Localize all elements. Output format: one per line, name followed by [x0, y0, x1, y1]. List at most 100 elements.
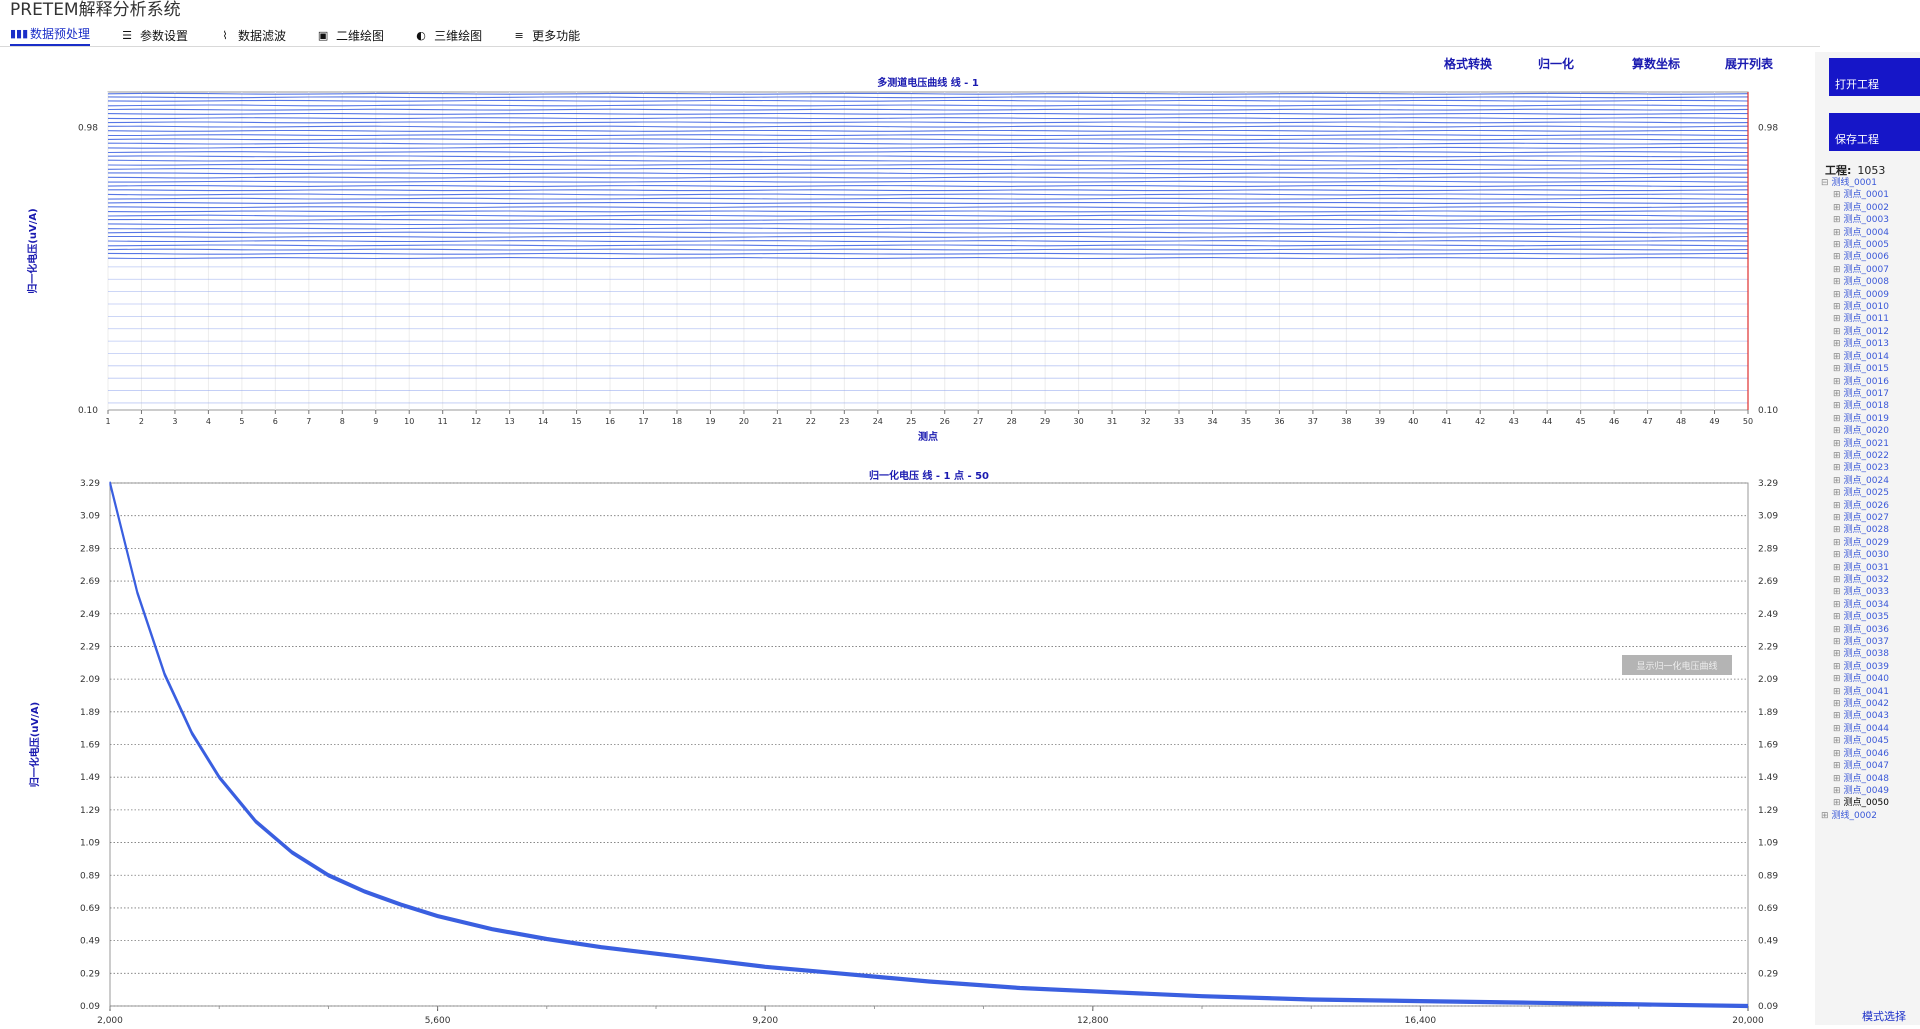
tree-point-item[interactable]: ⊞ 测点_0041 — [1821, 686, 1889, 698]
tree-point-item[interactable]: ⊞ 测点_0040 — [1821, 673, 1889, 685]
tree-point-item[interactable]: ⊞ 测点_0038 — [1821, 648, 1889, 660]
expand-icon: ⊞ — [1833, 364, 1841, 375]
tree-point-item[interactable]: ⊞ 测点_0007 — [1821, 264, 1889, 276]
tree-point-item[interactable]: ⊞ 测点_0002 — [1821, 202, 1889, 214]
tree-point-item[interactable]: ⊞ 测点_0024 — [1821, 475, 1889, 487]
save-project-button[interactable]: 保存工程 — [1829, 113, 1920, 151]
expand-icon: ⊞ — [1833, 723, 1841, 734]
series-line — [107, 96, 1749, 99]
series-line — [107, 248, 1749, 251]
tree-point-item[interactable]: ⊞ 测点_0017 — [1821, 388, 1889, 400]
tree-point-item[interactable]: ⊞ 测点_0047 — [1821, 760, 1889, 772]
tree-point-item[interactable]: ⊞ 测点_0013 — [1821, 338, 1889, 350]
x-tick-label: 2,000 — [97, 1016, 123, 1025]
format-convert-button[interactable]: 格式转换 — [1444, 57, 1493, 71]
project-value: 1053 — [1857, 164, 1886, 177]
arith-coords-button[interactable]: 算数坐标 — [1632, 57, 1681, 71]
line-chart-icon: ⌇ — [222, 28, 228, 42]
tree-point-item[interactable]: ⊞ 测点_0035 — [1821, 611, 1889, 623]
normalize-button[interactable]: 归一化 — [1538, 57, 1575, 71]
tree-point-item[interactable]: ⊞ 测点_0015 — [1821, 363, 1889, 375]
mode-select-link[interactable]: 模式选择 — [1862, 1010, 1906, 1023]
project-info: 工程: 1053 — [1825, 162, 1885, 178]
expand-list-button[interactable]: 展开列表 — [1725, 57, 1774, 71]
tree-point-item[interactable]: ⊞ 测点_0003 — [1821, 214, 1889, 226]
bar-chart-icon: ▮▮▮ — [10, 27, 29, 40]
x-tick-label: 5,600 — [425, 1016, 451, 1025]
tree-point-item[interactable]: ⊞ 测点_0005 — [1821, 239, 1889, 251]
tree-point-item[interactable]: ⊞ 测点_0032 — [1821, 574, 1889, 586]
tree-point-item[interactable]: ⊞ 测点_0022 — [1821, 450, 1889, 462]
tree-point-item[interactable]: ⊞ 测点_0043 — [1821, 710, 1889, 722]
menu-3d-plot[interactable]: ◐ 三维绘图 — [414, 27, 482, 46]
tree-point-item[interactable]: ⊞ 测点_0049 — [1821, 785, 1889, 797]
tree-point-item[interactable]: ⊞ 测点_0048 — [1821, 773, 1889, 785]
tree-point-item[interactable]: ⊞ 测点_0030 — [1821, 549, 1889, 561]
tree-point-item[interactable]: ⊞ 测点_0045 — [1821, 735, 1889, 747]
y-tick-label-right: 1.89 — [1758, 708, 1778, 718]
x-tick-label: 9,200 — [752, 1016, 778, 1025]
tree-point-item[interactable]: ⊞ 测点_0050 — [1821, 797, 1889, 809]
tree-point-item[interactable]: ⊞ 测点_0016 — [1821, 376, 1889, 388]
menu-label: 数据预处理 — [30, 27, 91, 41]
tree-point-item[interactable]: ⊞ 测点_0023 — [1821, 462, 1889, 474]
tree-point-item[interactable]: ⊞ 测点_0011 — [1821, 313, 1889, 325]
tree-point-item[interactable]: ⊞ 测点_0037 — [1821, 636, 1889, 648]
y-tick-label: 2.29 — [80, 642, 100, 652]
menu-preprocess[interactable]: ▮▮▮ 数据预处理 — [10, 25, 91, 47]
tree-point-item[interactable]: ⊞ 测点_0034 — [1821, 599, 1889, 611]
tree-point-item[interactable]: ⊞ 测点_0018 — [1821, 400, 1889, 412]
multi-channel-chart-svg: 1 2 3 4 5 6 7 8 9 10 11 12 13 14 15 16 17 18 19 20 21 22 23 24 2… — [26, 76, 1778, 443]
tree-line-1[interactable]: ⊟ 测线_0001 — [1821, 177, 1889, 189]
tree-point-item[interactable]: ⊞ 测点_0036 — [1821, 624, 1889, 636]
x-tick-label: 11 — [438, 417, 448, 426]
tree-point-item[interactable]: ⊞ 测点_0031 — [1821, 562, 1889, 574]
open-project-button[interactable]: 打开工程 — [1829, 58, 1920, 96]
tree-point-item[interactable]: ⊞ 测点_0044 — [1821, 723, 1889, 735]
x-tick-label: 44 — [1542, 417, 1552, 426]
tree-point-item[interactable]: ⊞ 测点_0012 — [1821, 326, 1889, 338]
menu-2d-plot[interactable]: ▣ 二维绘图 — [316, 27, 384, 46]
tree-point-item[interactable]: ⊞ 测点_0020 — [1821, 425, 1889, 437]
tree-point-item[interactable]: ⊞ 测点_0019 — [1821, 413, 1889, 425]
tree-point-item[interactable]: ⊞ 测点_0025 — [1821, 487, 1889, 499]
tree-point-item[interactable]: ⊞ 测点_0006 — [1821, 251, 1889, 263]
expand-icon: ⊞ — [1833, 202, 1841, 213]
multi-channel-chart[interactable]: 1 2 3 4 5 6 7 8 9 10 11 12 13 14 15 16 17 18 19 20 21 22 23 24 2… — [0, 72, 1800, 452]
tree-point-item[interactable]: ⊞ 测点_0033 — [1821, 586, 1889, 598]
sliders-icon: ☰ — [122, 28, 132, 42]
tree-point-item[interactable]: ⊞ 测点_0039 — [1821, 661, 1889, 673]
expand-icon: ⊞ — [1833, 252, 1841, 263]
tree-point-item[interactable]: ⊞ 测点_0026 — [1821, 500, 1889, 512]
tree-point-item[interactable]: ⊞ 测点_0042 — [1821, 698, 1889, 710]
x-tick-label: 46 — [1609, 417, 1619, 426]
tree-point-item[interactable]: ⊞ 测点_0029 — [1821, 537, 1889, 549]
tree-point-item[interactable]: ⊞ 测点_0010 — [1821, 301, 1889, 313]
normalized-voltage-chart[interactable]: 3.29 3.29 3.09 3.09 2.89 2.89 2.69 2.69 2.49 2.49… — [0, 458, 1800, 1029]
menu-more[interactable]: ≡ 更多功能 — [512, 27, 580, 46]
tree-point-item[interactable]: ⊞ 测点_0021 — [1821, 438, 1889, 450]
series-line — [107, 99, 1749, 102]
tree-point-item[interactable]: ⊞ 测点_0014 — [1821, 351, 1889, 363]
menu-params[interactable]: ☰ 参数设置 — [120, 27, 188, 46]
y-tick-label-right: 2.89 — [1758, 544, 1778, 554]
tree-point-item[interactable]: ⊞ 测点_0001 — [1821, 189, 1889, 201]
y-tick-label: 2.89 — [80, 544, 100, 554]
tree-point-item[interactable]: ⊞ 测点_0009 — [1821, 289, 1889, 301]
expand-icon: ⊞ — [1833, 326, 1841, 337]
expand-icon: ⊞ — [1833, 450, 1841, 461]
y-tick-label: 0.09 — [80, 1002, 100, 1012]
x-tick-label: 20 — [739, 417, 749, 426]
x-tick-label: 37 — [1308, 417, 1318, 426]
menu-label: 二维绘图 — [336, 28, 385, 43]
tree-point-item[interactable]: ⊞ 测点_0027 — [1821, 512, 1889, 524]
x-tick-label: 34 — [1207, 417, 1217, 426]
tree-point-item[interactable]: ⊞ 测点_0004 — [1821, 227, 1889, 239]
tree-point-item[interactable]: ⊞ 测点_0008 — [1821, 276, 1889, 288]
tree-line-2[interactable]: ⊞ 测线_0002 — [1821, 810, 1889, 822]
menu-filter[interactable]: ⌇ 数据滤波 — [218, 27, 286, 46]
x-tick-label: 35 — [1241, 417, 1251, 426]
tree-point-label: 测点_0032 — [1843, 575, 1889, 585]
tree-point-item[interactable]: ⊞ 测点_0046 — [1821, 748, 1889, 760]
tree-point-item[interactable]: ⊞ 测点_0028 — [1821, 524, 1889, 536]
